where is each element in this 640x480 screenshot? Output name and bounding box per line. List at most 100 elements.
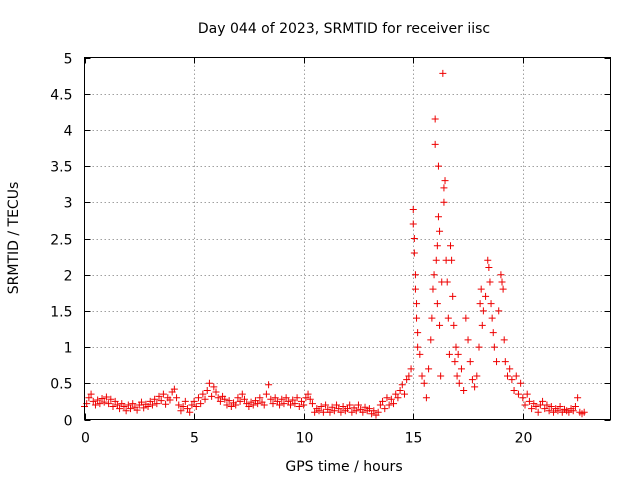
data-point bbox=[302, 394, 310, 402]
data-point bbox=[245, 402, 253, 410]
data-point bbox=[510, 387, 518, 395]
data-point bbox=[512, 372, 520, 380]
data-point bbox=[376, 401, 384, 409]
data-point bbox=[436, 227, 444, 235]
x-axis-label: GPS time / hours bbox=[285, 459, 402, 475]
x-tick-label: 0 bbox=[81, 431, 90, 447]
data-point bbox=[565, 408, 573, 416]
x-tick-label: 5 bbox=[190, 431, 199, 447]
data-point bbox=[335, 405, 343, 413]
data-point bbox=[333, 401, 341, 409]
data-point bbox=[287, 401, 295, 409]
data-point bbox=[554, 407, 562, 415]
data-point bbox=[344, 405, 351, 413]
data-point bbox=[96, 400, 104, 408]
data-point bbox=[396, 387, 404, 395]
data-point bbox=[482, 292, 490, 300]
data-point bbox=[460, 387, 468, 395]
data-point bbox=[293, 394, 301, 402]
data-point bbox=[450, 321, 458, 329]
data-point bbox=[133, 406, 141, 414]
data-point bbox=[523, 390, 531, 398]
data-point bbox=[390, 400, 398, 408]
data-point bbox=[337, 408, 345, 416]
data-points bbox=[81, 69, 588, 419]
data-point bbox=[574, 394, 582, 402]
data-point bbox=[276, 401, 284, 409]
data-point bbox=[137, 398, 145, 406]
data-point bbox=[433, 300, 441, 308]
data-point bbox=[157, 397, 165, 405]
data-point bbox=[489, 329, 497, 337]
data-point bbox=[225, 397, 233, 405]
data-point bbox=[352, 407, 360, 415]
data-point bbox=[545, 407, 553, 415]
data-point bbox=[284, 397, 292, 405]
data-point bbox=[105, 400, 113, 408]
x-tick-label: 15 bbox=[405, 431, 423, 447]
data-point bbox=[413, 314, 421, 322]
data-point bbox=[177, 407, 185, 415]
data-point bbox=[216, 397, 224, 405]
data-point bbox=[381, 405, 389, 413]
data-point bbox=[203, 387, 211, 395]
data-point bbox=[184, 405, 192, 413]
data-point bbox=[473, 372, 481, 380]
data-point bbox=[94, 396, 102, 404]
data-point bbox=[197, 400, 205, 408]
data-point bbox=[262, 390, 270, 398]
data-point bbox=[475, 343, 483, 351]
data-point bbox=[221, 395, 229, 403]
data-point bbox=[87, 390, 95, 398]
data-point bbox=[410, 235, 418, 242]
data-point bbox=[111, 397, 119, 405]
y-tick-label: 0 bbox=[64, 414, 73, 430]
data-point bbox=[556, 402, 564, 410]
data-point bbox=[116, 405, 124, 413]
data-point bbox=[440, 198, 448, 206]
data-point bbox=[173, 394, 181, 402]
data-point bbox=[407, 365, 415, 373]
data-point bbox=[448, 256, 456, 264]
data-point bbox=[330, 407, 338, 415]
data-point bbox=[254, 400, 262, 408]
data-point bbox=[506, 365, 514, 373]
data-point bbox=[471, 383, 479, 391]
data-point bbox=[405, 372, 413, 380]
data-point bbox=[416, 350, 424, 358]
data-point bbox=[194, 394, 202, 402]
data-point bbox=[311, 408, 319, 416]
data-point bbox=[476, 300, 484, 308]
data-point bbox=[127, 405, 135, 413]
data-point bbox=[519, 394, 527, 402]
data-point bbox=[179, 402, 187, 410]
data-point bbox=[444, 314, 452, 322]
data-point bbox=[153, 400, 161, 408]
data-point bbox=[403, 376, 411, 384]
data-point bbox=[453, 372, 461, 380]
y-tick-label: 4 bbox=[64, 124, 73, 140]
data-point bbox=[447, 242, 455, 250]
data-point bbox=[445, 350, 453, 358]
data-point bbox=[354, 401, 362, 409]
data-point bbox=[543, 401, 551, 409]
data-point bbox=[280, 400, 288, 408]
data-point bbox=[201, 395, 209, 403]
data-point bbox=[429, 285, 437, 293]
data-point bbox=[486, 278, 494, 286]
y-tick-label: 3 bbox=[64, 196, 73, 212]
data-point bbox=[109, 402, 117, 410]
data-point bbox=[85, 394, 93, 402]
data-point bbox=[212, 388, 220, 396]
data-point bbox=[304, 390, 312, 398]
data-point bbox=[238, 390, 246, 398]
data-point bbox=[192, 402, 200, 410]
data-point bbox=[346, 401, 354, 409]
data-point bbox=[497, 271, 505, 279]
data-point bbox=[478, 321, 486, 329]
data-point bbox=[102, 393, 110, 401]
data-point bbox=[146, 397, 154, 405]
data-point bbox=[451, 358, 459, 366]
data-point bbox=[91, 401, 99, 409]
